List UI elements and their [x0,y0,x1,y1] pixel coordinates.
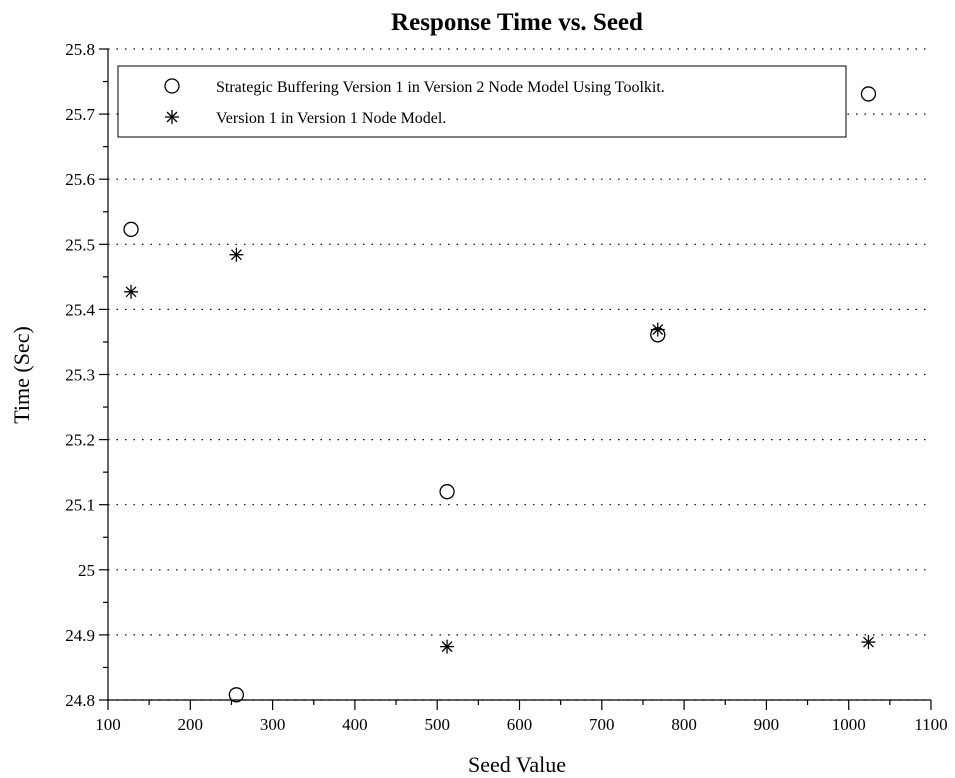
legend: Strategic Buffering Version 1 in Version… [117,65,847,138]
x-tick-label: 200 [178,715,204,734]
data-point-asterisk [440,639,455,654]
data-point-circle [228,687,245,703]
y-tick-label: 25.2 [65,431,95,450]
x-tick-label: 1000 [832,715,866,734]
y-tick-label: 25.3 [65,366,95,385]
asterisk-stroke [862,636,874,648]
x-tick-label: 700 [589,715,615,734]
legend-box [117,65,847,138]
data-point-asterisk [861,635,876,650]
axes [107,49,931,701]
x-tick-label: 400 [342,715,368,734]
asterisk-stroke [230,249,242,261]
y-tick-label: 25.6 [65,170,95,189]
data-point-asterisk [229,247,244,262]
ticks: 24.8 24.9 25 25.1 25.2 25.3 25.4 25.5 25.6 25.7 25… [65,40,947,734]
x-tick-label: 500 [424,715,450,734]
data-point-asterisk [124,284,139,299]
data-points [123,86,877,703]
x-tick-label: 900 [754,715,780,734]
y-tick-label: 25.5 [65,235,95,254]
grid-lines [108,48,931,701]
legend-marker-circle [164,78,180,94]
data-point-circle [123,221,139,237]
data-point-asterisk [650,322,665,337]
y-tick-label: 25.8 [65,40,95,59]
x-tick-label: 300 [260,715,286,734]
data-point-circle [860,86,877,102]
y-axis-label: Time (Sec) [9,326,34,424]
x-tick-label: 100 [95,715,121,734]
legend-marker-asterisk [165,110,179,124]
legend-label-series-2: Version 1 in Version 1 Node Model. [216,110,446,127]
y-tick-label: 24.8 [65,691,95,710]
asterisk-stroke [441,641,453,653]
asterisk-stroke [125,286,137,298]
chart-title: Response Time vs. Seed [391,9,643,36]
y-tick-label: 25.7 [65,105,95,124]
y-tick-label: 25.4 [65,300,95,319]
x-tick-label: 1100 [914,715,947,734]
x-tick-label: 600 [507,715,533,734]
x-tick-label: 800 [671,715,697,734]
legend-label-series-1: Strategic Buffering Version 1 in Version… [216,79,665,96]
y-tick-label: 25 [78,561,95,580]
x-axis-label: Seed Value [468,752,566,777]
asterisk-stroke [652,324,664,336]
y-tick-label: 24.9 [65,626,95,645]
data-point-circle [439,484,455,500]
y-tick-label: 25.1 [65,496,95,515]
